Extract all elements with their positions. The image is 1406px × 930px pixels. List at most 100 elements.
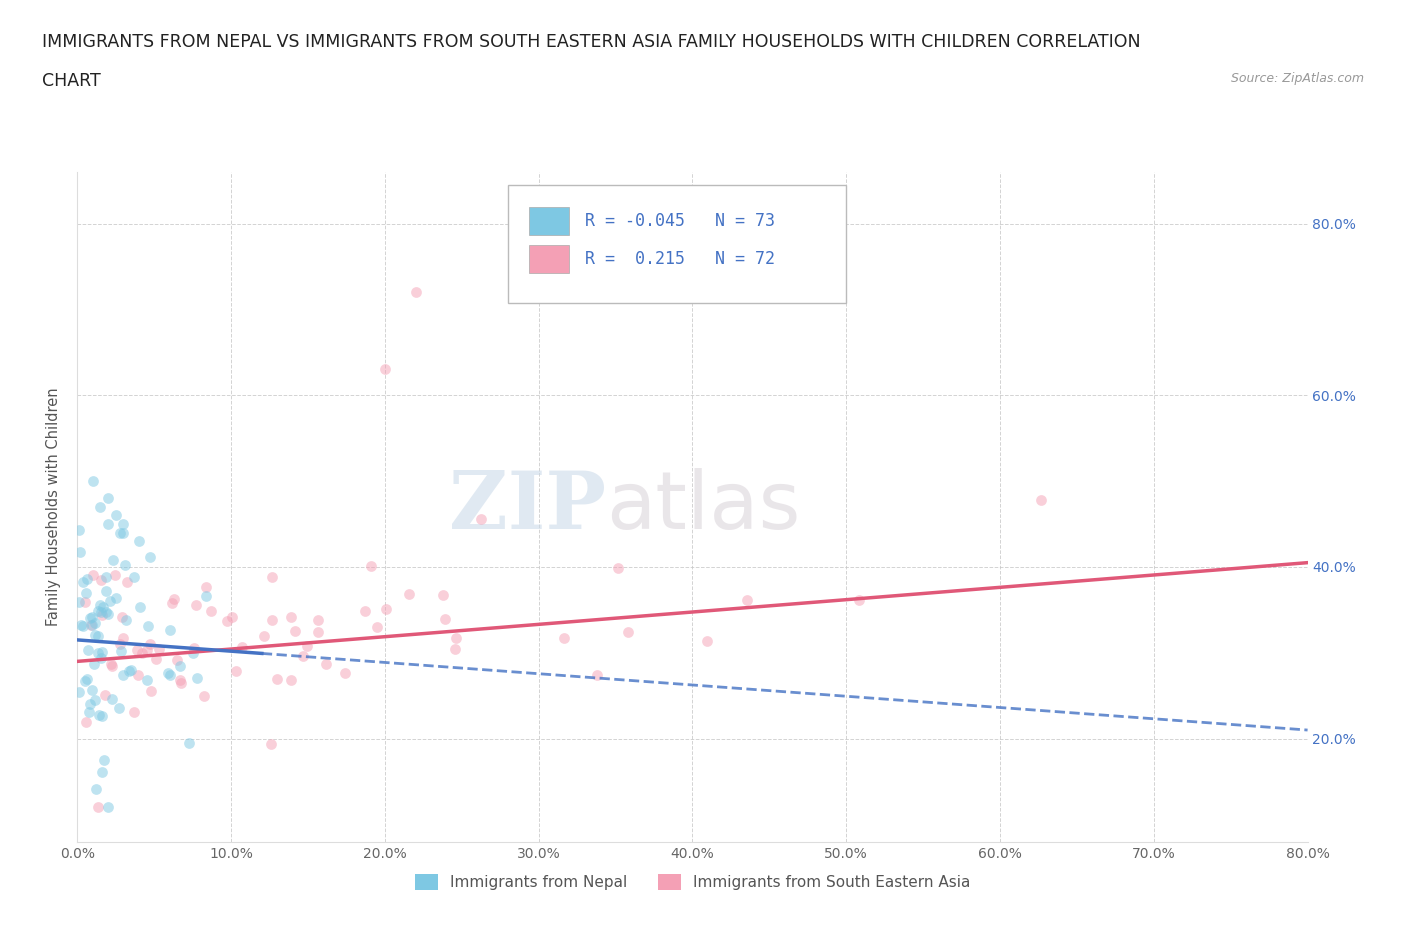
Point — [221, 609, 243, 624]
Point — [181, 645, 204, 660]
Point — [89, 597, 111, 612]
Bar — [529, 245, 569, 273]
Point — [159, 623, 181, 638]
Point — [225, 664, 247, 679]
Point — [335, 666, 357, 681]
Point — [260, 737, 283, 751]
Point — [280, 673, 302, 688]
Point — [105, 591, 128, 605]
Point — [315, 657, 337, 671]
Legend: Immigrants from Nepal, Immigrants from South Eastern Asia: Immigrants from Nepal, Immigrants from S… — [408, 867, 977, 897]
Point — [553, 631, 575, 645]
Point — [284, 623, 307, 638]
Point — [157, 666, 180, 681]
Point — [262, 569, 284, 584]
Point — [97, 491, 120, 506]
Point — [112, 668, 135, 683]
Point — [122, 570, 145, 585]
Point — [470, 512, 492, 526]
Point — [1031, 493, 1053, 508]
Point — [80, 618, 103, 632]
Point — [84, 616, 107, 631]
Point — [87, 604, 110, 618]
Point — [94, 570, 117, 585]
Point — [94, 687, 117, 702]
Point — [617, 625, 640, 640]
Point — [280, 609, 302, 624]
Point — [374, 362, 396, 377]
Point — [148, 641, 170, 656]
Point — [87, 629, 110, 644]
Point — [374, 602, 396, 617]
Point — [848, 592, 870, 607]
Point — [398, 587, 420, 602]
Point — [112, 516, 135, 531]
Point — [115, 612, 138, 627]
Point — [82, 473, 104, 488]
Point — [90, 709, 112, 724]
Point — [67, 594, 90, 609]
Point — [87, 800, 110, 815]
Point — [129, 600, 152, 615]
Point — [186, 671, 208, 685]
Point — [114, 558, 136, 573]
Point — [110, 643, 132, 658]
Point — [91, 765, 114, 780]
Point — [80, 609, 103, 624]
Point — [307, 625, 329, 640]
Point — [195, 589, 218, 604]
Point — [354, 604, 377, 618]
Point — [112, 631, 135, 645]
Point — [186, 597, 208, 612]
Point — [97, 606, 120, 621]
Text: CHART: CHART — [42, 72, 101, 89]
Point — [90, 572, 112, 587]
Point — [125, 643, 148, 658]
Point — [67, 684, 90, 699]
Point — [89, 499, 111, 514]
Point — [253, 629, 276, 644]
Point — [266, 671, 288, 686]
Point — [128, 534, 150, 549]
Point — [145, 652, 167, 667]
Point — [79, 697, 101, 711]
Point — [84, 781, 107, 796]
Point — [91, 600, 114, 615]
Point — [136, 672, 159, 687]
Point — [127, 667, 149, 682]
FancyBboxPatch shape — [508, 185, 846, 302]
Point — [94, 583, 117, 598]
Point — [93, 752, 115, 767]
Point — [169, 658, 191, 673]
Point — [104, 567, 127, 582]
Point — [169, 673, 191, 688]
Point — [101, 552, 124, 567]
Point — [67, 523, 90, 538]
Point — [217, 613, 239, 628]
Point — [72, 575, 94, 590]
Point — [100, 657, 122, 671]
Text: atlas: atlas — [606, 468, 800, 546]
Point — [89, 651, 111, 666]
Point — [193, 688, 215, 703]
Point — [432, 588, 454, 603]
Point — [606, 561, 628, 576]
Point — [80, 618, 103, 632]
Text: R = -0.045   N = 73: R = -0.045 N = 73 — [585, 212, 776, 230]
Point — [73, 594, 96, 609]
Point — [75, 586, 97, 601]
Point — [170, 676, 193, 691]
Point — [139, 636, 162, 651]
Point — [84, 693, 107, 708]
Point — [120, 662, 142, 677]
Point — [200, 604, 222, 618]
Point — [124, 705, 146, 720]
Point — [87, 708, 110, 723]
Point — [118, 663, 141, 678]
Point — [405, 285, 427, 299]
Point — [177, 735, 200, 750]
Point — [101, 692, 124, 707]
Point — [72, 618, 94, 633]
Point — [183, 640, 205, 655]
Point — [115, 575, 138, 590]
